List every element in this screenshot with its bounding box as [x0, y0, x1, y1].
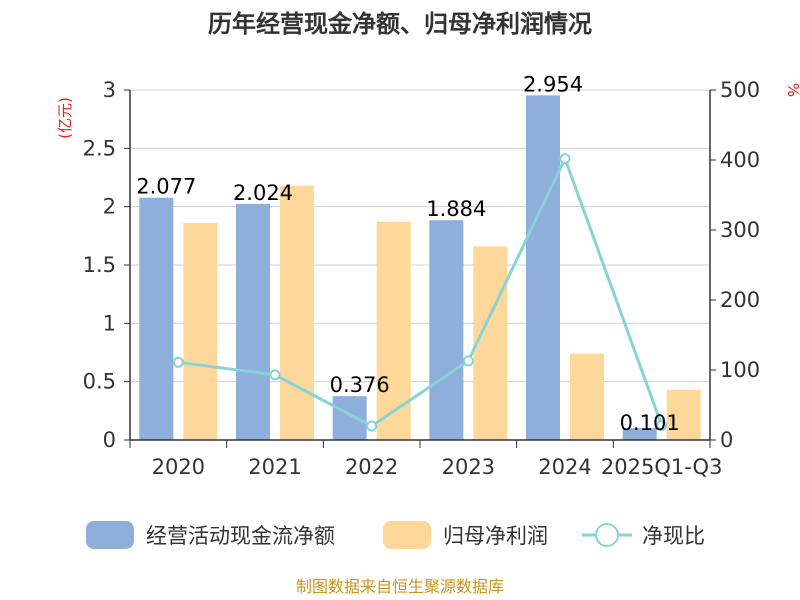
net-profit-bar [183, 223, 218, 440]
x-tick-label: 2023 [442, 455, 495, 479]
left-tick-label: 0 [103, 428, 116, 452]
cashflow-bar [332, 396, 367, 440]
right-axis-unit: % [784, 83, 800, 97]
x-tick-label: 2021 [248, 455, 301, 479]
right-tick-label: 0 [720, 428, 733, 452]
net-profit-bar [376, 221, 411, 440]
x-tick-label: 2022 [345, 455, 398, 479]
cashflow-bar [622, 428, 657, 440]
cashflow-value-label: 0.101 [620, 411, 680, 435]
net-profit-bar [280, 185, 314, 440]
legend: 经营活动现金流净额 归母净利润 净现比 [86, 521, 705, 549]
left-tick-label: 1 [103, 311, 116, 335]
right-tick-label: 400 [720, 148, 760, 172]
cashflow-bar [526, 95, 560, 440]
cashflow-value-label: 0.376 [330, 373, 390, 397]
right-tick-label: 200 [720, 288, 760, 312]
net-profit-bar [666, 389, 701, 440]
x-tick-label: 2025Q1-Q3 [601, 455, 723, 479]
right-tick-label: 100 [720, 358, 760, 382]
right-tick-label: 300 [720, 218, 760, 242]
x-tick-label: 2024 [538, 455, 591, 479]
left-tick-label: 0.5 [83, 370, 116, 394]
left-axis-unit: (亿元) [56, 97, 74, 139]
ratio-point [269, 369, 281, 381]
chart-title: 历年经营现金净额、归母净利润情况 [208, 10, 592, 38]
legend-marker-ratio [595, 523, 619, 547]
bars [139, 95, 701, 440]
net-profit-bar [570, 353, 604, 440]
ratio-point [656, 419, 668, 431]
data-labels: 2.077 2.024 0.376 1.884 2.954 0.101 [136, 72, 679, 435]
left-tick-label: 1.5 [83, 253, 116, 277]
axes: 0 0.5 1 1.5 2 2.5 3 0 100 200 300 400 500 2020 2021 202… [83, 78, 761, 479]
legend-label-net-profit: 归母净利润 [443, 524, 548, 548]
ratio-point [559, 153, 571, 165]
gridlines [130, 89, 710, 441]
cashflow-value-label: 2.024 [233, 181, 293, 205]
cashflow-value-label: 1.884 [426, 197, 486, 221]
legend-swatch-cashflow [86, 521, 134, 549]
net-profit-bar [473, 246, 508, 440]
ratio-line-path [178, 154, 664, 428]
cashflow-bar [139, 197, 174, 440]
ratio-point [462, 355, 474, 367]
legend-swatch-net-profit [383, 521, 431, 549]
right-tick-label: 500 [720, 78, 760, 102]
ratio-point [172, 356, 184, 368]
cashflow-bar [429, 220, 464, 440]
legend-label-ratio: 净现比 [642, 524, 705, 548]
legend-label-cashflow: 经营活动现金流净额 [146, 524, 335, 548]
left-tick-label: 2.5 [83, 136, 116, 160]
cashflow-value-label: 2.077 [136, 175, 196, 199]
ratio-line [172, 153, 668, 432]
cashflow-value-label: 2.954 [523, 72, 583, 96]
left-tick-label: 3 [103, 78, 116, 102]
cashflow-bar [236, 203, 270, 440]
left-tick-label: 2 [103, 195, 116, 219]
source-note: 制图数据来自恒生聚源数据库 [296, 577, 504, 596]
x-tick-label: 2020 [152, 455, 205, 479]
ratio-point [366, 420, 378, 432]
